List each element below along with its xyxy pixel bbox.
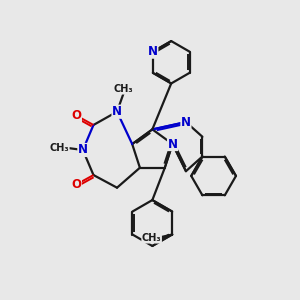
Text: N: N <box>78 143 88 157</box>
Text: N: N <box>112 105 122 118</box>
Text: O: O <box>71 178 81 191</box>
Text: O: O <box>71 109 81 122</box>
Text: N: N <box>181 116 191 128</box>
Text: CH₃: CH₃ <box>114 84 133 94</box>
Text: CH₃: CH₃ <box>142 233 161 243</box>
Text: N: N <box>167 137 178 151</box>
Text: CH₃: CH₃ <box>50 142 69 153</box>
Text: N: N <box>148 45 158 58</box>
